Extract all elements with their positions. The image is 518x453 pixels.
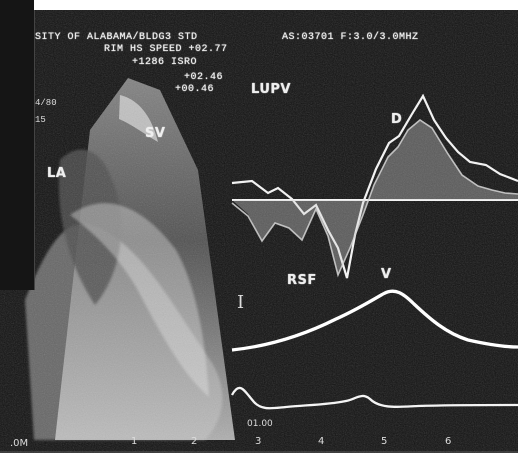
top-white-border	[34, 0, 518, 10]
ecg-trace	[230, 386, 518, 410]
header-text-line-3: RIM HS SPEED +02.77	[104, 44, 228, 55]
vertical-marker-icon: I	[237, 292, 245, 313]
bottom-scale-tick-6: 6	[445, 436, 452, 447]
bottom-scale-tick-1: 1	[131, 436, 138, 447]
wave-label-v: V	[381, 267, 392, 282]
wave-label-rsf: RSF	[287, 273, 317, 288]
header-text-line-1: SITY OF ALABAMA/BLDG3 STD	[35, 32, 198, 43]
doppler-inner-outline	[231, 119, 518, 278]
bottom-small-readout: 01.00	[247, 419, 273, 429]
sv-label: SV	[145, 126, 166, 141]
view-label: LUPV	[251, 82, 291, 97]
left-panel-text-b: 15	[35, 115, 46, 125]
left-panel-text-a: 4/80	[35, 98, 57, 108]
left-info-panel	[0, 0, 35, 290]
bottom-scale-tick-3: 3	[255, 436, 262, 447]
pressure-trace-v	[231, 289, 518, 352]
header-text-line-4: +1286 ISRO	[132, 57, 198, 68]
header-text-line-5: +02.46	[184, 72, 224, 83]
bottom-scale-tick-5: 5	[381, 436, 388, 447]
left-atrium-label: LA	[47, 166, 67, 181]
header-text-line-2: AS:03701 F:3.0/3.0MHZ	[282, 32, 419, 43]
header-text-line-6: +00.46	[175, 84, 215, 95]
doppler-envelope-fill	[232, 120, 518, 275]
bottom-scale-left-label: .0M	[10, 438, 29, 449]
bottom-scale-tick-2: 2	[191, 436, 198, 447]
doppler-outline	[231, 93, 518, 279]
wave-label-d: D	[391, 112, 403, 127]
bottom-scale-tick-4: 4	[318, 436, 325, 447]
